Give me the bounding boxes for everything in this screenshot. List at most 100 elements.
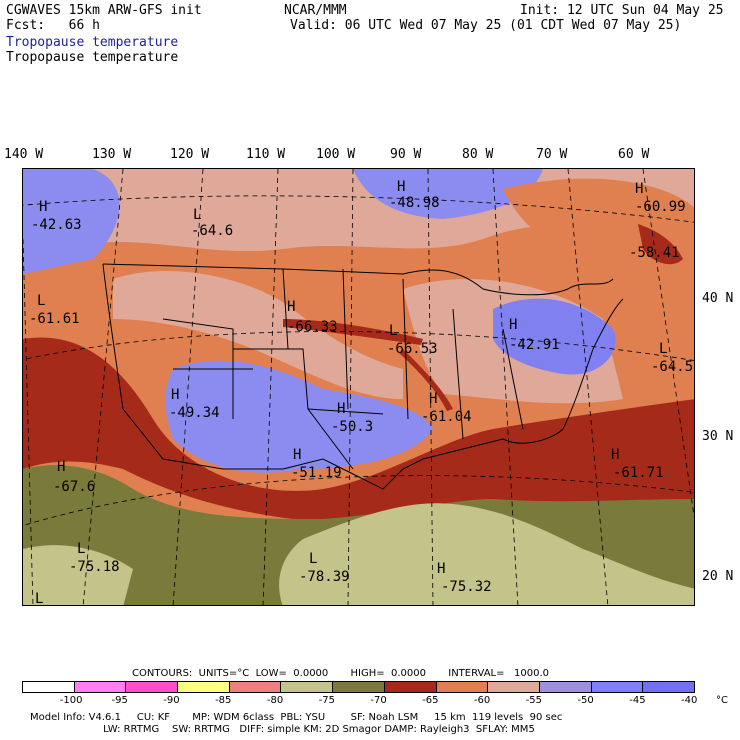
extremum-value: -51.19 [291,465,342,481]
political-borders [102,263,624,490]
extremum-value: -60.99 [635,199,686,215]
extremum-value: -75.18 [69,559,120,575]
extremum-value: -67.6 [53,479,95,495]
lat-label-20n: 20 N [702,569,734,584]
khaki-region-gulf [279,503,694,605]
map-canvas: H -42.63 L -64.6 H -48.98 H -60.99 -58.4… [23,169,694,606]
extremum-value: -48.98 [389,195,440,211]
extremum-type: H [611,447,619,463]
extremum-type: L [659,341,667,357]
color-scale-swatch [229,682,282,692]
lon-label-90w: 90 W [390,147,422,162]
lon-label-110w: 110 W [246,147,286,162]
extremum-type: H [337,401,345,417]
color-scale-swatch [591,682,644,692]
color-scale-tick-label: °C [716,695,728,706]
extremum-value: -42.91 [509,337,560,353]
dark-red-streak-2 [399,349,453,411]
valid-time: Valid: 06 UTC Wed 07 May 25 (01 CDT Wed … [290,18,682,33]
extremum-value: -61.71 [613,465,664,481]
color-scale-tick-label: -50 [577,695,594,706]
color-scale-tick-label: -75 [318,695,335,706]
lat-label-30n: 30 N [702,429,734,444]
color-scale-tick-label: -65 [422,695,439,706]
cold-region-northwest [23,169,120,274]
model-info-line1: Model Info: V4.6.1 CU: KF MP: WDM 6class… [30,712,563,723]
extremum-type: H [287,299,295,315]
dark-red-newfoundland [638,224,683,265]
cold-region-southwest [165,360,433,473]
extremum-type: H [509,317,517,333]
extremum-value: -78.39 [299,569,350,585]
extrema-labels: H -42.63 L -64.6 H -48.98 H -60.99 -58.4… [29,179,693,606]
model-title: CGWAVES 15km ARW-GFS init [6,3,202,18]
lon-label-130w: 130 W [92,147,132,162]
color-scale-tick-label: -55 [525,695,543,706]
color-scale-tick-label: -100 [59,695,83,706]
color-scale-tick-label: -40 [681,695,698,706]
color-scale-swatch [436,682,489,692]
extremum-value: -49.34 [169,405,220,421]
dark-red-streak [283,319,423,345]
color-scale-swatch [178,682,230,692]
extremum-value: -64.6 [191,223,233,239]
color-scale-swatch [333,682,385,692]
khaki-region-pacific [23,545,133,605]
extremum-type: L [193,207,201,223]
lon-label-80w: 80 W [462,147,494,162]
color-scale-tick-label: -70 [370,695,387,706]
dark-red-belt [23,337,694,527]
forecast-hour: Fcst: 66 h [6,18,100,33]
color-scale-swatch [281,682,334,692]
center-name: NCAR/MMM [284,3,347,18]
color-scale-swatch [488,682,540,692]
lon-label-140w: 140 W [4,147,44,162]
orange-region-northeast [503,178,694,339]
color-scale-swatch [23,682,75,692]
lon-label-60w: 60 W [618,147,650,162]
color-scale-swatch [539,682,592,692]
extremum-value: -58.41 [629,245,680,261]
field-title: Tropopause temperature [6,50,179,65]
extremum-value: -61.04 [421,409,472,425]
color-scale-tick-label: -45 [629,695,646,706]
color-scale-tick-label: -95 [111,695,128,706]
color-scale-swatch [643,682,694,692]
extremum-type: L [77,541,85,557]
extremum-type: H [171,387,179,403]
extremum-value: -64.5 [651,359,693,375]
extremum-type: H [39,199,47,215]
extremum-value: -75.32 [441,579,492,595]
color-scale-swatch [126,682,179,692]
cold-region-northeast [493,298,616,375]
contour-info: CONTOURS: UNITS=°C LOW= 0.0000 HIGH= 0.0… [132,668,550,679]
field-title-blue: Tropopause temperature [6,35,179,50]
extremum-type: L [389,323,397,339]
extremum-type: H [429,391,437,407]
lon-label-120w: 120 W [170,147,210,162]
extremum-type: L [35,591,43,606]
pink-region-rockies [113,270,403,399]
extremum-value: -61.61 [29,311,80,327]
color-scale-tick-label: -90 [163,695,180,706]
extremum-type: H [437,561,445,577]
init-time: Init: 12 UTC Sun 04 May 25 [520,3,724,18]
extremum-value: -50.3 [331,419,373,435]
tropopause-temperature-map: H -42.63 L -64.6 H -48.98 H -60.99 -58.4… [22,168,695,606]
extremum-type: L [309,551,317,567]
lon-label-70w: 70 W [536,147,568,162]
extremum-value: -66.53 [387,341,438,357]
color-scale-swatch [74,682,127,692]
color-scale-tick-label: -80 [266,695,284,706]
extremum-type: H [635,181,643,197]
extremum-type: H [397,179,405,195]
extremum-type: L [37,293,45,309]
extremum-type: H [293,447,301,463]
extremum-value: -42.63 [31,217,82,233]
color-scale-bar [22,681,695,693]
extremum-value: -66.33 [287,319,338,335]
color-scale-tick-label: -60 [473,695,491,706]
color-scale-tick-label: -85 [215,695,232,706]
lat-label-40n: 40 N [702,291,734,306]
lon-label-100w: 100 W [316,147,356,162]
